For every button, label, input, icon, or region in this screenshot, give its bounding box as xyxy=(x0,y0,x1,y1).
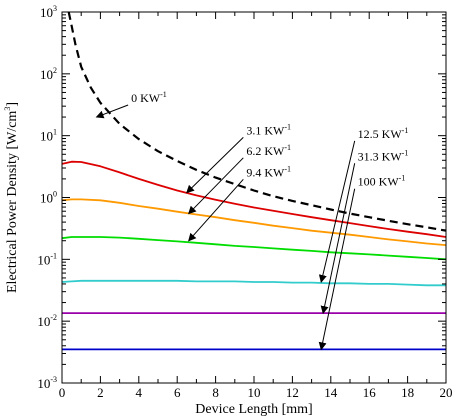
series-layer xyxy=(62,12,446,351)
y-tick-label: 100 xyxy=(40,190,57,206)
annotation-arrow xyxy=(188,157,244,215)
x-tick-label: 20 xyxy=(440,385,453,400)
x-axis: 0 2 4 6 8 10 12 14 16 18 20 xyxy=(59,12,453,400)
y-axis-label: Electrical Power Density [W/cm3] xyxy=(3,102,20,293)
y-tick-label: 103 xyxy=(40,4,57,20)
y-axis-label-sup: 3 xyxy=(3,107,12,111)
x-tick-label: 18 xyxy=(401,385,414,400)
annotation-label: 100 KW-1 xyxy=(358,174,406,189)
y-axis: 10-3 10-2 10-1 100 101 102 103 xyxy=(37,4,446,391)
annotation-arrow xyxy=(186,136,244,194)
annotation-label: 9.4 KW-1 xyxy=(246,164,291,179)
annotation-label: 3.1 KW-1 xyxy=(246,122,291,137)
series-line-0-kw xyxy=(67,12,446,232)
plot-frame xyxy=(61,11,447,384)
series-line-3-1-kw xyxy=(62,160,446,238)
annotation-label: 31.3 KW-1 xyxy=(358,148,409,163)
annotation-arrow xyxy=(188,178,244,242)
x-tick-label: 12 xyxy=(286,385,299,400)
y-tick-label: 101 xyxy=(40,128,57,144)
y-tick-label: 10-2 xyxy=(37,313,57,329)
series-line-9-4-kw xyxy=(62,236,446,261)
x-tick-label: 6 xyxy=(174,385,181,400)
annotation-arrow xyxy=(320,163,356,315)
y-tick-label: 10-1 xyxy=(37,251,57,267)
x-tick-label: 16 xyxy=(363,385,377,400)
x-tick-label: 14 xyxy=(324,385,338,400)
y-axis-label-end: ] xyxy=(5,102,20,107)
y-axis-label-main: Electrical Power Density [W/cm xyxy=(5,111,20,293)
y-tick-label: 102 xyxy=(40,66,57,82)
x-tick-label: 0 xyxy=(59,385,66,400)
x-axis-label: Device Length [mm] xyxy=(195,402,312,417)
annotation-arrow xyxy=(95,104,129,119)
y-tick-label: 10-3 xyxy=(37,375,57,391)
annotation-layer: 0 KW-1 3.1 KW-1 6.2 KW-1 9.4 KW-1 12.5 KW-1 3… xyxy=(95,90,409,351)
annotation-label: 12.5 KW-1 xyxy=(358,126,409,141)
x-tick-label: 8 xyxy=(212,385,219,400)
series-line-12-5-kw xyxy=(62,279,446,287)
annotation-label: 6.2 KW-1 xyxy=(246,143,291,158)
annotation-label: 0 KW-1 xyxy=(131,90,167,105)
x-tick-label: 2 xyxy=(97,385,104,400)
x-tick-label: 4 xyxy=(136,385,143,400)
x-tick-label: 10 xyxy=(248,385,261,400)
series-line-6-2-kw xyxy=(62,198,446,246)
annotation-arrow xyxy=(318,188,356,351)
annotation-arrow xyxy=(318,140,356,283)
